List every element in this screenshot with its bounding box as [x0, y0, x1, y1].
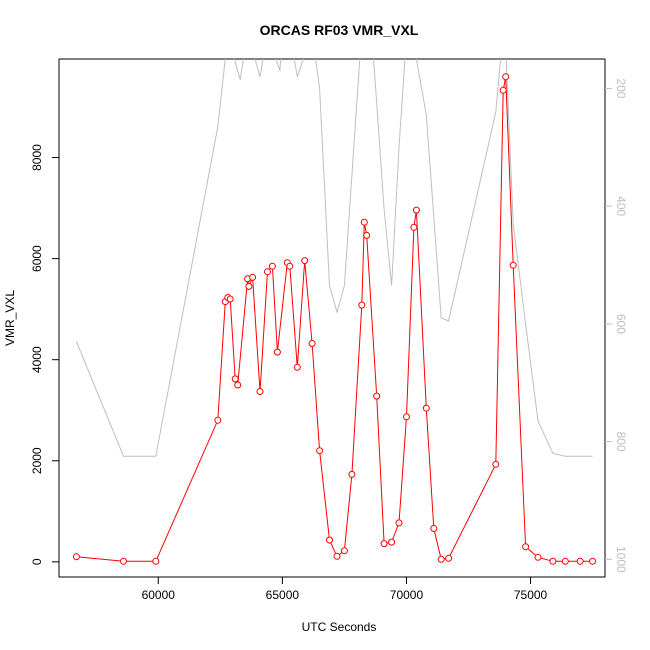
data-point — [245, 282, 253, 290]
data-point — [373, 392, 381, 400]
data-point — [363, 231, 371, 239]
y2-tick-label: 400 — [614, 196, 628, 216]
y-tick-label: 2000 — [30, 447, 44, 474]
data-point — [214, 416, 222, 424]
data-point — [509, 261, 517, 269]
data-point — [360, 218, 368, 226]
data-point — [226, 295, 234, 303]
secondary-series — [75, 59, 593, 457]
data-point — [264, 268, 271, 276]
y2-tick-label: 1000 — [614, 546, 628, 573]
data-point — [534, 553, 542, 561]
data-point — [333, 552, 341, 560]
data-point — [422, 404, 430, 412]
data-point — [326, 536, 333, 544]
data-point — [308, 340, 316, 347]
data-point — [522, 543, 530, 551]
x-tick-label: 65000 — [266, 588, 300, 602]
data-point — [72, 553, 80, 561]
data-point — [561, 557, 569, 565]
y2-tick-label: 200 — [614, 78, 628, 98]
data-point — [492, 460, 500, 468]
y-tick-label: 0 — [30, 558, 44, 565]
y-tick-label: 8000 — [30, 144, 44, 171]
x-tick-label: 75000 — [514, 588, 548, 602]
y2-tick-label: 600 — [614, 314, 628, 334]
data-point — [589, 557, 597, 565]
data-point — [412, 206, 420, 214]
x-axis-label: UTC Seconds — [302, 620, 377, 634]
data-point — [268, 262, 276, 270]
chart-title: ORCAS RF03 VMR_VXL — [260, 22, 419, 38]
plot-frame — [58, 58, 606, 578]
x-axis: 60000 65000 70000 75000 — [142, 577, 548, 602]
data-point — [388, 538, 396, 546]
data-point — [576, 557, 584, 565]
data-point — [395, 519, 403, 527]
data-point — [301, 257, 309, 265]
data-point — [380, 540, 388, 548]
data-point — [445, 554, 453, 562]
data-point — [231, 375, 239, 383]
data-point — [348, 470, 356, 478]
data-point — [273, 348, 281, 356]
y-tick-label: 6000 — [30, 245, 44, 272]
data-point — [499, 86, 507, 94]
data-point — [403, 413, 410, 421]
data-point — [340, 547, 348, 555]
data-point — [549, 557, 557, 565]
x-tick-label: 60000 — [142, 588, 176, 602]
y-axis-left: 0 2000 4000 6000 8000 — [30, 144, 59, 565]
data-point — [316, 447, 324, 455]
primary-series-line — [76, 76, 593, 562]
data-point — [120, 557, 127, 565]
y2-tick-label: 800 — [614, 432, 628, 452]
data-point — [358, 301, 366, 309]
data-point — [437, 555, 445, 563]
data-point — [152, 557, 160, 565]
y-axis-right: 200 400 600 800 1000 — [605, 78, 628, 573]
primary-series — [72, 73, 597, 565]
secondary-series-line — [75, 59, 593, 457]
data-point — [430, 525, 438, 532]
data-point — [293, 363, 301, 371]
data-point — [249, 273, 257, 281]
data-point — [502, 73, 510, 81]
x-tick-label: 70000 — [390, 588, 424, 602]
data-point — [234, 381, 242, 389]
data-point — [256, 388, 264, 395]
data-point — [410, 223, 418, 231]
data-point — [286, 262, 294, 270]
y-tick-label: 4000 — [30, 346, 44, 373]
y-axis-label: VMR_VXL — [3, 290, 17, 346]
